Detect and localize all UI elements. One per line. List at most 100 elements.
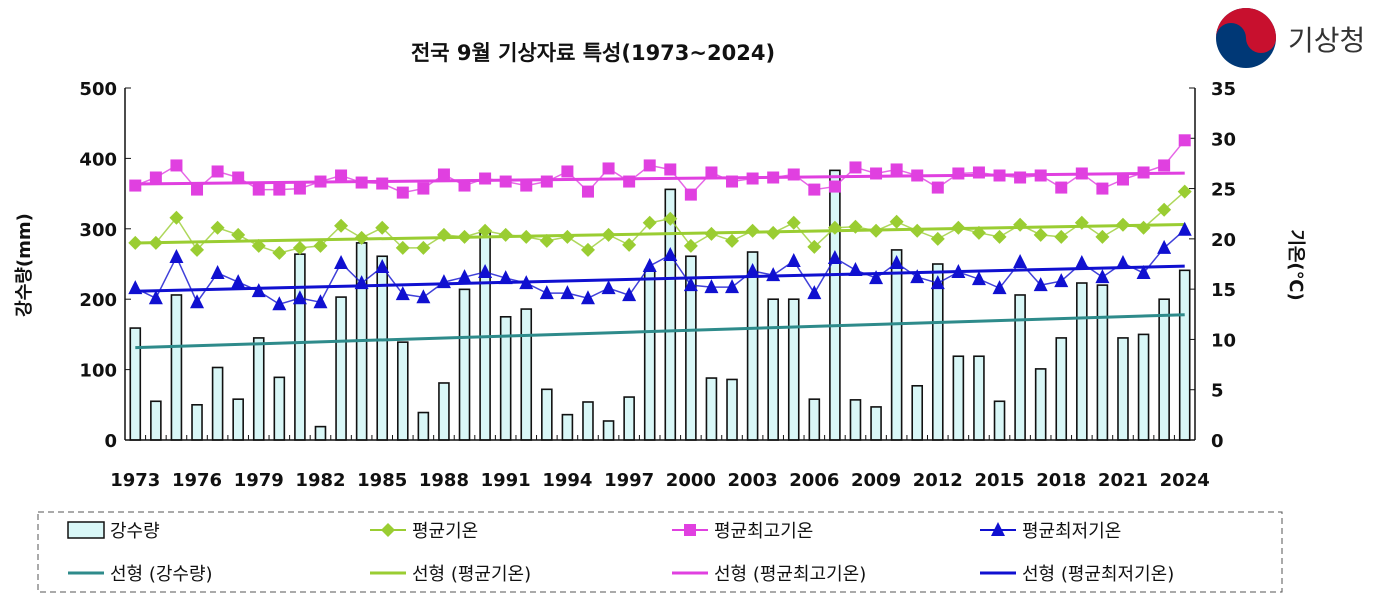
point-평균최고기온-1999	[664, 163, 677, 176]
point-평균최고기온-2000	[684, 188, 697, 201]
point-평균최저기온-2024	[1177, 221, 1192, 236]
right-tick-label: 15	[1211, 280, 1236, 301]
right-tick-label: 0	[1211, 431, 1224, 452]
point-평균최저기온-1998	[642, 258, 657, 273]
point-평균기온-2009	[869, 223, 884, 238]
x-tick-label: 1994	[542, 470, 592, 491]
point-평균최저기온-1976	[190, 294, 205, 309]
point-평균최저기온-2015	[992, 280, 1007, 295]
point-평균기온-2011	[910, 223, 925, 238]
left-tick-label: 400	[79, 149, 117, 170]
precip-bar-2013	[952, 355, 965, 441]
point-평균기온-2005	[786, 215, 801, 230]
point-평균최저기온-1989	[457, 269, 472, 284]
legend-border	[37, 511, 1283, 593]
left-tick-label: 200	[79, 290, 117, 311]
point-평균최고기온-2014	[972, 166, 985, 179]
point-평균기온-1990	[478, 223, 493, 238]
legend-label: 평균최저기온	[1022, 521, 1121, 542]
point-평균최저기온-1992	[519, 275, 534, 290]
logo-text: 기상청	[1288, 24, 1365, 57]
precip-bar-1996	[602, 420, 615, 441]
legend-marker-평균최저기온	[991, 522, 1005, 536]
precip-bar-2020	[1096, 284, 1109, 441]
precip-bar-1981	[294, 253, 306, 441]
legend-label: 선형 (평균최저기온)	[1022, 564, 1174, 585]
point-평균최저기온-1975	[169, 248, 184, 263]
legend-label: 선형 (평균기온)	[412, 564, 531, 585]
point-평균최고기온-1998	[643, 159, 656, 172]
point-평균최저기온-2012	[930, 275, 945, 290]
x-tick-label: 2018	[1036, 470, 1086, 491]
point-평균최고기온-2012	[931, 181, 944, 194]
precip-bar-2017	[1034, 368, 1047, 441]
precip-bar-1982	[314, 425, 327, 441]
point-평균기온-2007	[827, 220, 842, 235]
point-평균최고기온-1978	[232, 171, 245, 184]
point-평균최저기온-2016	[1013, 253, 1028, 268]
point-평균최고기온-1980	[273, 183, 286, 196]
left-tick-label: 100	[79, 361, 117, 382]
point-평균최고기온-1975	[170, 159, 183, 172]
point-평균기온-1986	[395, 240, 410, 255]
x-tick-label: 1982	[295, 470, 345, 491]
point-평균최저기온-2021	[1115, 254, 1130, 269]
point-평균최저기온-1988	[436, 274, 451, 289]
legend-label: 강수량	[110, 521, 160, 542]
point-평균최고기온-2009	[870, 167, 883, 180]
point-평균기온-2003	[745, 223, 760, 238]
point-평균최고기온-2022	[1137, 166, 1150, 179]
point-평균최저기온-1995	[580, 290, 595, 305]
legend-swatch-강수량	[67, 521, 105, 539]
precip-bar-2011	[911, 384, 924, 441]
precip-bar-2012	[931, 263, 944, 441]
point-평균최고기온-2024	[1178, 134, 1191, 147]
point-평균최저기온-1974	[148, 290, 163, 305]
precip-bar-1980	[273, 376, 286, 441]
precip-bar-1978	[232, 398, 244, 441]
x-tick-label: 2006	[789, 470, 839, 491]
point-평균기온-1982	[313, 238, 328, 253]
point-평균기온-2015	[992, 229, 1007, 244]
point-평균기온-1975	[169, 210, 184, 225]
point-평균기온-2023	[1157, 202, 1172, 217]
point-평균최저기온-2018	[1054, 273, 1069, 288]
point-평균최저기온-2014	[971, 271, 986, 286]
point-평균최고기온-2004	[767, 171, 780, 184]
legend-label: 선형 (강수량)	[110, 564, 213, 585]
point-평균최저기온-2022	[1136, 265, 1151, 280]
point-평균최저기온-2006	[807, 285, 822, 300]
point-평균최저기온-1979	[251, 283, 266, 298]
point-평균기온-2022	[1136, 220, 1151, 235]
point-평균최고기온-1984	[355, 176, 368, 189]
precip-bar-2003	[746, 251, 759, 441]
point-평균최고기온-2008	[849, 161, 862, 174]
precip-bar-1977	[211, 366, 224, 441]
point-평균기온-1984	[354, 230, 369, 245]
point-평균기온-1993	[539, 233, 554, 248]
precip-bar-1975	[170, 294, 183, 441]
precip-bar-2021	[1117, 337, 1129, 441]
point-평균기온-2002	[725, 233, 740, 248]
point-평균최저기온-2013	[951, 264, 966, 279]
precip-bar-2004	[767, 298, 779, 441]
precip-bar-2015	[993, 400, 1006, 441]
point-평균최저기온-1983	[334, 254, 349, 269]
point-평균기온-1973	[128, 235, 143, 250]
x-tick-label: 1988	[419, 470, 469, 491]
point-평균최고기온-2007	[828, 180, 841, 193]
point-평균최고기온-2023	[1158, 159, 1171, 172]
point-평균기온-1994	[560, 229, 575, 244]
x-tick-label: 2003	[728, 470, 778, 491]
precip-bar-1997	[623, 396, 635, 441]
legend-marker-평균최고기온	[684, 524, 696, 536]
legend-marker-평균기온	[381, 523, 395, 537]
point-평균기온-1989	[457, 229, 472, 244]
left-tick-label: 300	[79, 220, 117, 241]
x-tick-label: 1997	[604, 470, 654, 491]
point-평균최저기온-1997	[622, 287, 637, 302]
precip-bar-1974	[150, 400, 162, 441]
point-평균기온-2020	[1095, 229, 1110, 244]
point-평균최저기온-1991	[498, 270, 513, 285]
